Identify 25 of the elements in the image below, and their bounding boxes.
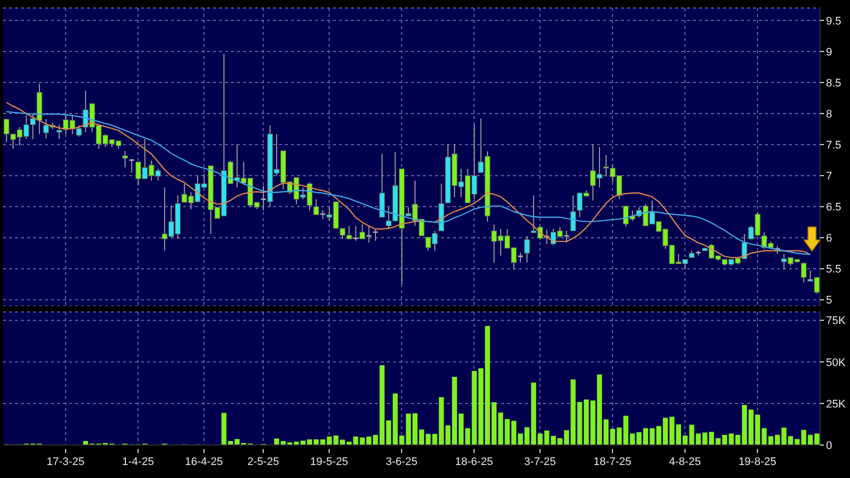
x-tick-label: 18-6-25 <box>455 456 494 468</box>
x-tick-label: 17-3-25 <box>46 456 85 468</box>
y-tick-label: 0 <box>826 440 832 452</box>
y-tick-label: 7.5 <box>826 139 842 152</box>
x-tick-label: 3-6-25 <box>386 456 418 468</box>
x-tick-label: 4-8-25 <box>669 456 701 468</box>
y-tick-label: 5.5 <box>826 264 842 276</box>
x-tick-label: 19-5-25 <box>310 456 348 468</box>
y-tick-label: 8 <box>826 108 832 120</box>
y-tick-label: 7 <box>826 170 832 183</box>
y-tick-label: 25K <box>826 398 846 410</box>
y-tick-label: 5 <box>826 294 832 307</box>
x-tick-label: 3-7-25 <box>524 456 556 468</box>
x-tick-label: 19-8-25 <box>738 456 776 468</box>
x-tick-label: 18-7-25 <box>593 456 632 468</box>
y-tick-label: 75K <box>826 315 846 328</box>
y-tick-label: 6.5 <box>826 202 842 214</box>
y-tick-label: 9.5 <box>826 15 842 28</box>
x-tick-label: 16-4-25 <box>184 456 223 468</box>
x-tick-label: 2-5-25 <box>247 456 280 468</box>
y-tick-label: 9 <box>826 46 832 58</box>
y-tick-label: 6 <box>826 232 832 245</box>
x-tick-label: 1-4-25 <box>122 456 154 468</box>
y-tick-label: 50K <box>826 356 846 369</box>
y-tick-label: 8.5 <box>826 77 842 90</box>
